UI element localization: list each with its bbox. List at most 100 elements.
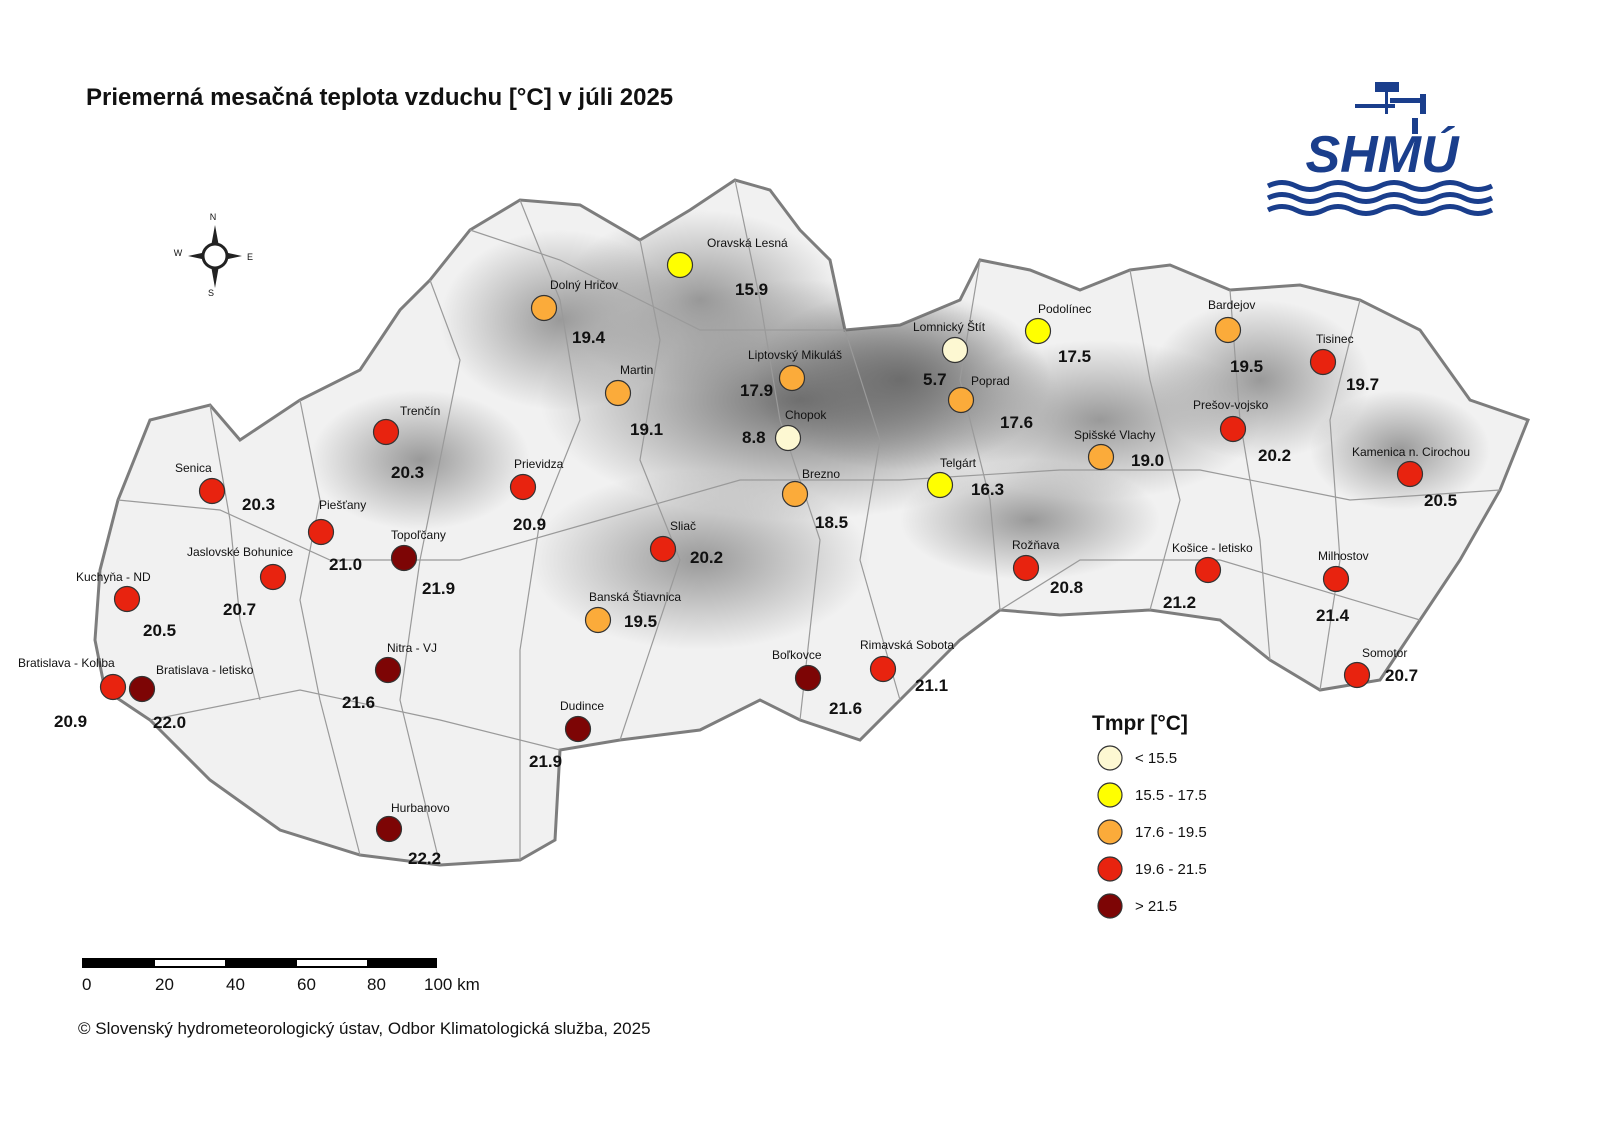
station-marker[interactable] <box>649 535 677 563</box>
station-21: Sliač 20.2 <box>649 519 723 567</box>
station-value: 8.8 <box>742 428 766 447</box>
station-name: Brezno <box>802 467 840 481</box>
logo-text: SHMÚ <box>1305 126 1460 184</box>
compass-s: S <box>208 288 214 298</box>
station-name: Telgárt <box>940 456 977 470</box>
station-marker[interactable] <box>390 544 418 572</box>
station-value: 20.3 <box>242 495 275 514</box>
station-name: Nitra - VJ <box>387 641 437 655</box>
station-marker[interactable] <box>869 655 897 683</box>
station-marker[interactable] <box>564 715 592 743</box>
station-marker[interactable] <box>509 473 537 501</box>
station-0: Oravská Lesná 15.9 <box>666 236 788 299</box>
station-marker[interactable] <box>604 379 632 407</box>
station-7: Poprad 17.6 <box>947 374 1033 432</box>
legend-title: Tmpr [°C] <box>1092 712 1188 735</box>
station-value: 20.9 <box>54 712 87 731</box>
station-value: 16.3 <box>971 480 1004 499</box>
station-value: 20.2 <box>690 548 723 567</box>
station-16: Prievidza 20.9 <box>509 457 564 534</box>
legend-label: 17.6 - 19.5 <box>1135 824 1207 841</box>
station-marker[interactable] <box>374 656 402 684</box>
station-value: 20.3 <box>391 463 424 482</box>
station-value: 21.9 <box>529 752 562 771</box>
station-value: 20.8 <box>1050 578 1083 597</box>
station-marker[interactable] <box>198 477 226 505</box>
station-marker[interactable] <box>372 418 400 446</box>
station-value: 19.1 <box>630 420 663 439</box>
station-name: Prievidza <box>514 457 564 471</box>
station-marker[interactable] <box>375 815 403 843</box>
district-boundaries <box>117 179 1501 866</box>
station-12: Telgárt 16.3 <box>926 456 1004 499</box>
station-value: 20.7 <box>1385 666 1418 685</box>
station-value: 20.7 <box>223 600 256 619</box>
station-23: Kamenica n. Cirochou 20.5 <box>1352 445 1470 510</box>
legend-label: 15.5 - 17.5 <box>1135 787 1207 804</box>
station-marker[interactable] <box>99 673 127 701</box>
station-name: Trenčín <box>400 404 440 418</box>
scale-tick-label: 80 <box>367 975 386 994</box>
station-9: Tisinec 19.7 <box>1309 332 1379 394</box>
station-marker[interactable] <box>794 664 822 692</box>
station-marker[interactable] <box>1087 443 1115 471</box>
station-marker[interactable] <box>1309 348 1337 376</box>
shmu-logo: SHMÚ <box>1266 82 1494 216</box>
station-name: Banská Štiavnica <box>589 589 681 604</box>
station-marker[interactable] <box>1396 460 1424 488</box>
station-10: Prešov-vojsko 20.2 <box>1193 398 1291 465</box>
station-value: 21.0 <box>329 555 362 574</box>
station-value: 21.4 <box>1316 606 1350 625</box>
station-name: Tisinec <box>1316 332 1354 346</box>
station-8: Bardejov 19.5 <box>1208 298 1263 376</box>
station-name: Dudince <box>560 699 604 713</box>
station-value: 21.1 <box>915 676 948 695</box>
legend-swatch <box>1097 745 1123 771</box>
station-marker[interactable] <box>1012 554 1040 582</box>
legend: Tmpr [°C] < 15.5 15.5 - 17.5 17.6 - 19.5 19… <box>1092 712 1207 919</box>
station-marker[interactable] <box>307 518 335 546</box>
station-value: 17.9 <box>740 381 773 400</box>
station-14: Trenčín 20.3 <box>372 404 440 482</box>
station-name: Rožňava <box>1012 538 1060 552</box>
station-19: Jaslovské Bohunice 20.7 <box>187 545 293 619</box>
station-marker[interactable] <box>1194 556 1222 584</box>
scale-tick-label: 0 <box>82 975 91 994</box>
station-marker[interactable] <box>941 336 969 364</box>
scale-bar: 0 20 40 60 80 100 km <box>82 958 480 994</box>
station-marker[interactable] <box>1024 317 1052 345</box>
station-25: Košice - letisko 21.2 <box>1163 541 1253 612</box>
legend-swatch <box>1097 782 1123 808</box>
station-marker[interactable] <box>774 424 802 452</box>
station-marker[interactable] <box>113 585 141 613</box>
station-1: Dolný Hričov 19.4 <box>530 278 618 347</box>
station-marker[interactable] <box>666 251 694 279</box>
station-marker[interactable] <box>128 675 156 703</box>
station-4: Chopok 8.8 <box>742 408 827 452</box>
scale-tick-label: 100 km <box>424 975 480 994</box>
station-marker[interactable] <box>259 563 287 591</box>
station-value: 18.5 <box>815 513 848 532</box>
station-value: 21.6 <box>829 699 862 718</box>
station-marker[interactable] <box>947 386 975 414</box>
station-marker[interactable] <box>1343 661 1371 689</box>
legend-swatch <box>1097 893 1123 919</box>
station-marker[interactable] <box>781 480 809 508</box>
station-marker[interactable] <box>1214 316 1242 344</box>
station-marker[interactable] <box>1322 565 1350 593</box>
station-marker[interactable] <box>926 471 954 499</box>
station-name: Prešov-vojsko <box>1193 398 1269 412</box>
legend-swatch <box>1097 819 1123 845</box>
station-11: Spišské Vlachy 19.0 <box>1074 428 1164 471</box>
station-marker[interactable] <box>530 294 558 322</box>
station-name: Topoľčany <box>391 528 446 542</box>
scale-tick-label: 40 <box>226 975 245 994</box>
station-name: Oravská Lesná <box>707 236 788 250</box>
station-marker[interactable] <box>584 606 612 634</box>
compass-e: E <box>247 252 253 262</box>
station-value: 21.6 <box>342 693 375 712</box>
station-marker[interactable] <box>1219 415 1247 443</box>
station-26: Milhostov 21.4 <box>1316 549 1369 625</box>
station-marker[interactable] <box>778 364 806 392</box>
legend-label: 19.6 - 21.5 <box>1135 861 1207 878</box>
